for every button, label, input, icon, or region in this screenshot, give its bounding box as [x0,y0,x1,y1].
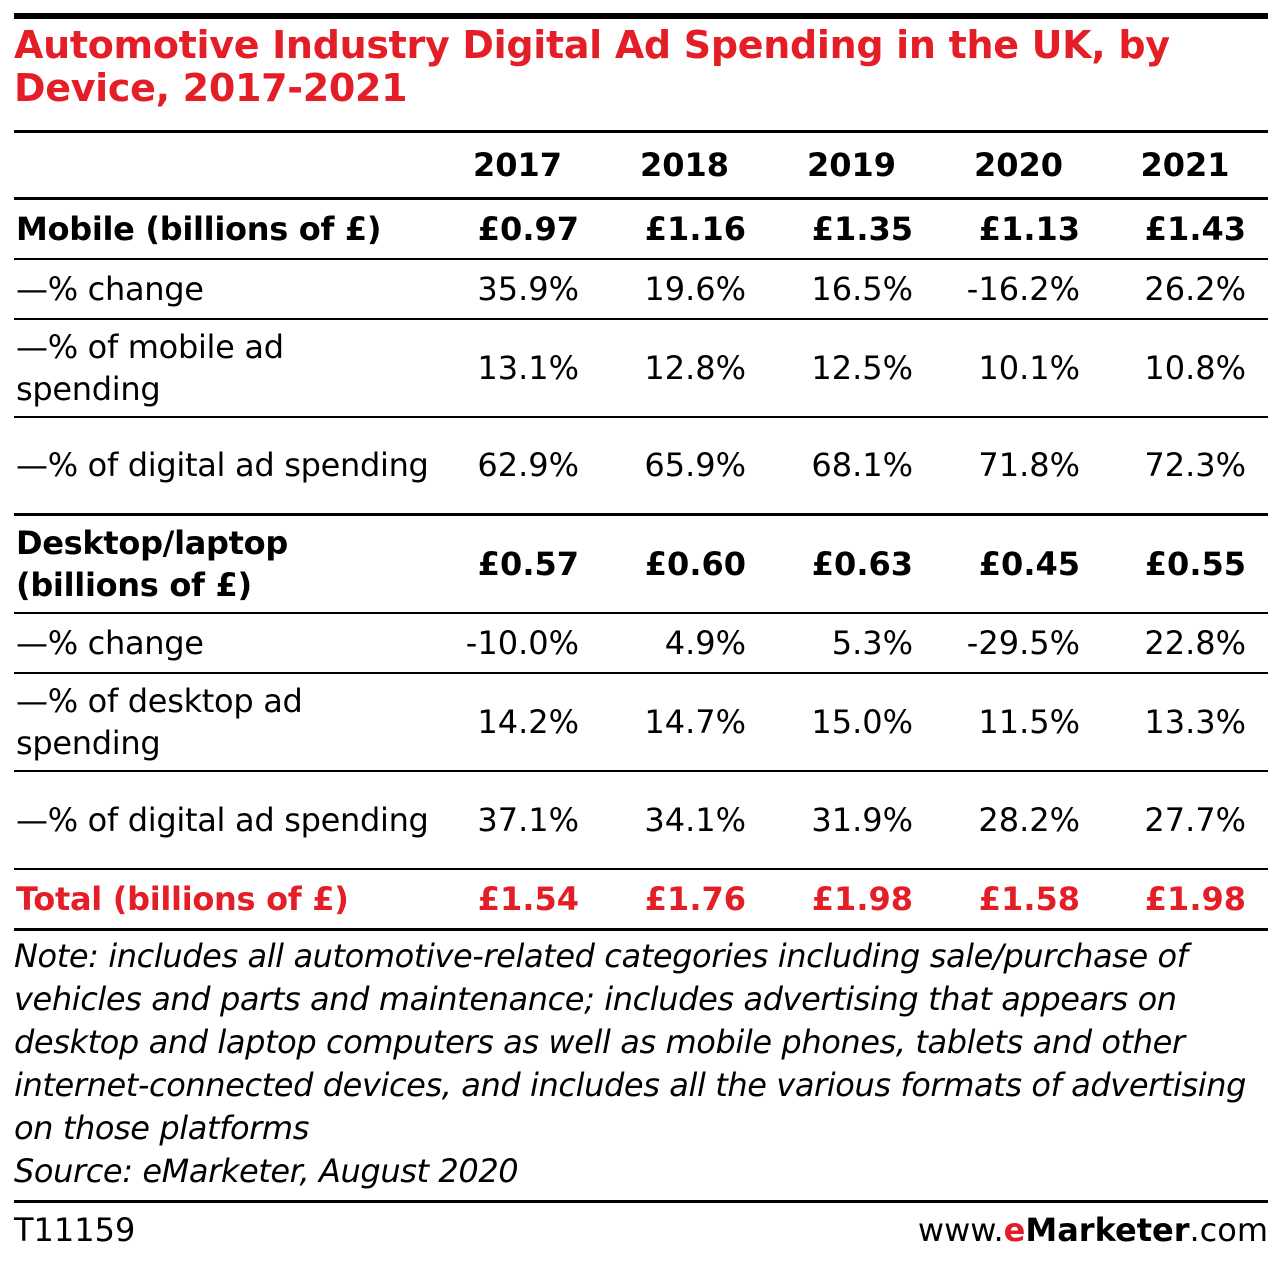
table-row: —% of mobile ad spending 13.1% 12.8% 12.… [14,318,1268,418]
brand-logo: www.eMarketer.com [918,1210,1268,1250]
table-cell: 12.5% [768,318,935,418]
table-cell: 28.2% [935,770,1102,870]
table-cell: 35.9% [434,258,601,320]
table-row: —% change -10.0% 4.9% 5.3% -29.5% 22.8% [14,612,1268,674]
row-label: —% change [14,612,434,674]
year-header: 2017 [434,133,601,200]
table-cell: 31.9% [768,770,935,870]
table-cell: £1.58 [935,868,1102,931]
source-text: Source: eMarketer, August 2020 [14,1152,519,1190]
table-cell: 22.8% [1102,612,1268,674]
year-header: 2020 [935,133,1102,200]
row-label: —% change [14,258,434,320]
table-cell: 14.7% [601,672,768,772]
title-rule [14,130,1268,133]
year-header: 2019 [768,133,935,200]
table-cell: £0.45 [935,514,1102,614]
table-row: Mobile (billions of £) £0.97 £1.16 £1.35… [14,198,1268,260]
brand-e: e [1003,1211,1026,1249]
data-table: 2017 2018 2019 2020 2021 Mobile (billion… [14,133,1268,931]
header-blank [14,133,434,200]
table-cell: 37.1% [434,770,601,870]
row-label: —% of digital ad spending [14,416,434,516]
table-cell: £1.54 [434,868,601,931]
table-cell: £1.16 [601,198,768,260]
table-cell: 71.8% [935,416,1102,516]
table-cell: 19.6% [601,258,768,320]
table-cell: 34.1% [601,770,768,870]
year-header: 2018 [601,133,768,200]
row-label: Desktop/laptop (billions of £) [14,514,434,614]
table-row: —% change 35.9% 19.6% 16.5% -16.2% 26.2% [14,258,1268,320]
table-cell: £0.63 [768,514,935,614]
table-cell: £1.98 [1102,868,1268,931]
table-cell: £0.97 [434,198,601,260]
top-rule [14,13,1268,19]
table-cell: -16.2% [935,258,1102,320]
row-label: —% of digital ad spending [14,770,434,870]
total-row: Total (billions of £) £1.54 £1.76 £1.98 … [14,868,1268,931]
table-cell: 14.2% [434,672,601,772]
table-cell: £1.35 [768,198,935,260]
brand-name: Marketer [1025,1211,1190,1249]
table-row: —% of desktop ad spending 14.2% 14.7% 15… [14,672,1268,772]
table-cell: -10.0% [434,612,601,674]
table-cell: £1.76 [601,868,768,931]
table-cell: £0.60 [601,514,768,614]
footnote: Note: includes all automotive-related ca… [14,935,1268,1193]
table-row: —% of digital ad spending 62.9% 65.9% 68… [14,416,1268,516]
row-label: —% of mobile ad spending [14,318,434,418]
table-cell: 12.8% [601,318,768,418]
table-cell: £0.57 [434,514,601,614]
row-label: Total (billions of £) [14,868,434,931]
table-cell: £1.13 [935,198,1102,260]
table-cell: 72.3% [1102,416,1268,516]
table-cell: 5.3% [768,612,935,674]
table-cell: -29.5% [935,612,1102,674]
table-cell: £0.55 [1102,514,1268,614]
chart-id: T11159 [14,1211,136,1249]
row-label: Mobile (billions of £) [14,198,434,260]
table-cell: 15.0% [768,672,935,772]
table-cell: 13.3% [1102,672,1268,772]
table-cell: 16.5% [768,258,935,320]
note-text: Note: includes all automotive-related ca… [14,937,1247,1147]
table-cell: 4.9% [601,612,768,674]
brand-prefix: www. [917,1211,1004,1249]
table-row: —% of digital ad spending 37.1% 34.1% 31… [14,770,1268,870]
table-cell: 68.1% [768,416,935,516]
table-cell: 65.9% [601,416,768,516]
table-row: Desktop/laptop (billions of £) £0.57 £0.… [14,514,1268,614]
table-cell: £1.43 [1102,198,1268,260]
header-row: 2017 2018 2019 2020 2021 [14,133,1268,200]
table-cell: 13.1% [434,318,601,418]
table-cell: 62.9% [434,416,601,516]
table-cell: 11.5% [935,672,1102,772]
bottom-rule [14,1200,1268,1203]
row-label: —% of desktop ad spending [14,672,434,772]
table-cell: 27.7% [1102,770,1268,870]
table-cell: 10.8% [1102,318,1268,418]
brand-suffix: .com [1189,1211,1268,1249]
chart-title: Automotive Industry Digital Ad Spending … [14,23,1170,110]
table-cell: 10.1% [935,318,1102,418]
year-header: 2021 [1102,133,1268,200]
table-cell: 26.2% [1102,258,1268,320]
table-cell: £1.98 [768,868,935,931]
